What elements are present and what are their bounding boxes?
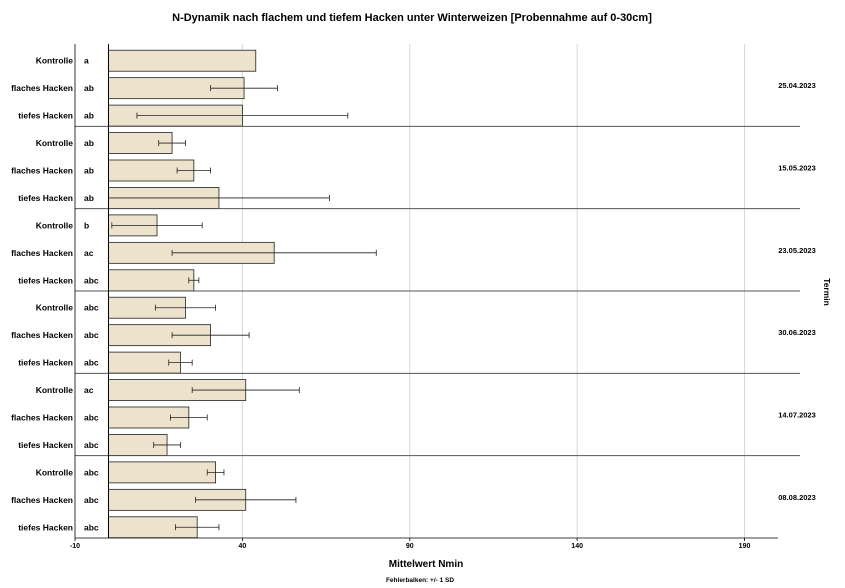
significance-letter: abc bbox=[84, 413, 99, 423]
significance-letter: ab bbox=[84, 166, 94, 176]
termin-label: 14.07.2023 bbox=[778, 411, 816, 420]
significance-letter: abc bbox=[84, 303, 99, 313]
termin-label: 23.05.2023 bbox=[778, 246, 816, 255]
error-bar bbox=[111, 222, 203, 229]
x-tick-label: 90 bbox=[406, 543, 414, 550]
bar bbox=[108, 269, 195, 292]
category-label: Kontrolle bbox=[36, 385, 74, 395]
error-bar bbox=[170, 414, 208, 421]
significance-letter: b bbox=[84, 220, 89, 230]
category-label: tiefes Hacken bbox=[18, 358, 73, 368]
category-label: Kontrolle bbox=[36, 220, 74, 230]
significance-letter: abc bbox=[84, 440, 99, 450]
bar bbox=[108, 461, 216, 484]
category-label: flaches Hacken bbox=[11, 83, 73, 93]
category-label: flaches Hacken bbox=[11, 166, 73, 176]
x-tick-label: 40 bbox=[238, 543, 246, 550]
panels: Kontrolle a flaches Hacken ab tiefes Hacken a… bbox=[11, 49, 816, 539]
termin-label: 15.05.2023 bbox=[778, 164, 816, 173]
error-bar bbox=[171, 332, 250, 339]
significance-letter: abc bbox=[84, 330, 99, 340]
category-label: tiefes Hacken bbox=[18, 193, 73, 203]
error-bar bbox=[195, 496, 297, 503]
error-bar-footnote: Fehlerbalken: +/- 1 SD bbox=[386, 577, 454, 584]
error-bar bbox=[191, 387, 300, 394]
x-tick-label: -10 bbox=[70, 543, 80, 550]
category-label: Kontrolle bbox=[36, 467, 74, 477]
category-label: tiefes Hacken bbox=[18, 111, 73, 121]
panel-14-07-2023: Kontrolle ac flaches Hacken abc tiefes Hacke… bbox=[11, 372, 816, 456]
category-label: Kontrolle bbox=[36, 56, 74, 66]
category-label: tiefes Hacken bbox=[18, 522, 73, 532]
significance-letter: a bbox=[84, 56, 89, 66]
chart-title: N-Dynamik nach flachem und tiefem Hacken… bbox=[172, 12, 652, 24]
error-bar bbox=[153, 441, 181, 448]
error-bar bbox=[136, 112, 349, 119]
error-bar bbox=[188, 277, 200, 284]
significance-letter: ab bbox=[84, 83, 94, 93]
error-bar bbox=[210, 85, 278, 92]
significance-letter: abc bbox=[84, 522, 99, 532]
significance-letter: abc bbox=[84, 358, 99, 368]
error-bar bbox=[206, 469, 225, 476]
error-bar bbox=[175, 524, 220, 531]
x-tick-label: 190 bbox=[739, 543, 751, 550]
panel-30-06-2023: Kontrolle abc flaches Hacken abc tiefes Hack… bbox=[11, 290, 816, 374]
significance-letter: ac bbox=[84, 248, 94, 258]
category-label: tiefes Hacken bbox=[18, 275, 73, 285]
termin-label: 08.08.2023 bbox=[778, 493, 816, 502]
category-label: Kontrolle bbox=[36, 138, 74, 148]
panel-25-04-2023: Kontrolle a flaches Hacken ab tiefes Hacken a… bbox=[11, 49, 816, 127]
panel-08-08-2023: Kontrolle abc flaches Hacken abc tiefes Hack… bbox=[11, 455, 816, 539]
significance-letter: ab bbox=[84, 111, 94, 121]
panel-23-05-2023: Kontrolle b flaches Hacken ac tiefes Hacken a… bbox=[11, 208, 816, 292]
significance-letter: ab bbox=[84, 138, 94, 148]
error-bar bbox=[158, 140, 186, 147]
error-bar bbox=[176, 167, 211, 174]
facet-label: Termin bbox=[822, 278, 832, 306]
significance-letter: abc bbox=[84, 495, 99, 505]
x-axis-label: Mittelwert Nmin bbox=[389, 559, 463, 570]
significance-letter: ac bbox=[84, 385, 94, 395]
category-label: flaches Hacken bbox=[11, 495, 73, 505]
category-label: flaches Hacken bbox=[11, 248, 73, 258]
error-bar bbox=[154, 304, 217, 311]
termin-label: 25.04.2023 bbox=[778, 81, 816, 90]
bar bbox=[108, 49, 257, 72]
category-label: Kontrolle bbox=[36, 303, 74, 313]
termin-label: 30.06.2023 bbox=[778, 328, 816, 337]
x-axis: -10 40 90 140 190 bbox=[70, 44, 778, 550]
error-bar bbox=[171, 249, 377, 256]
category-label: flaches Hacken bbox=[11, 413, 73, 423]
error-bar bbox=[168, 359, 193, 366]
significance-letter: abc bbox=[84, 467, 99, 477]
category-label: flaches Hacken bbox=[11, 330, 73, 340]
significance-letter: abc bbox=[84, 275, 99, 285]
category-label: tiefes Hacken bbox=[18, 440, 73, 450]
x-tick-label: 140 bbox=[571, 543, 583, 550]
significance-letter: ab bbox=[84, 193, 94, 203]
panel-15-05-2023: Kontrolle ab flaches Hacken ab tiefes Hacken… bbox=[11, 125, 816, 209]
